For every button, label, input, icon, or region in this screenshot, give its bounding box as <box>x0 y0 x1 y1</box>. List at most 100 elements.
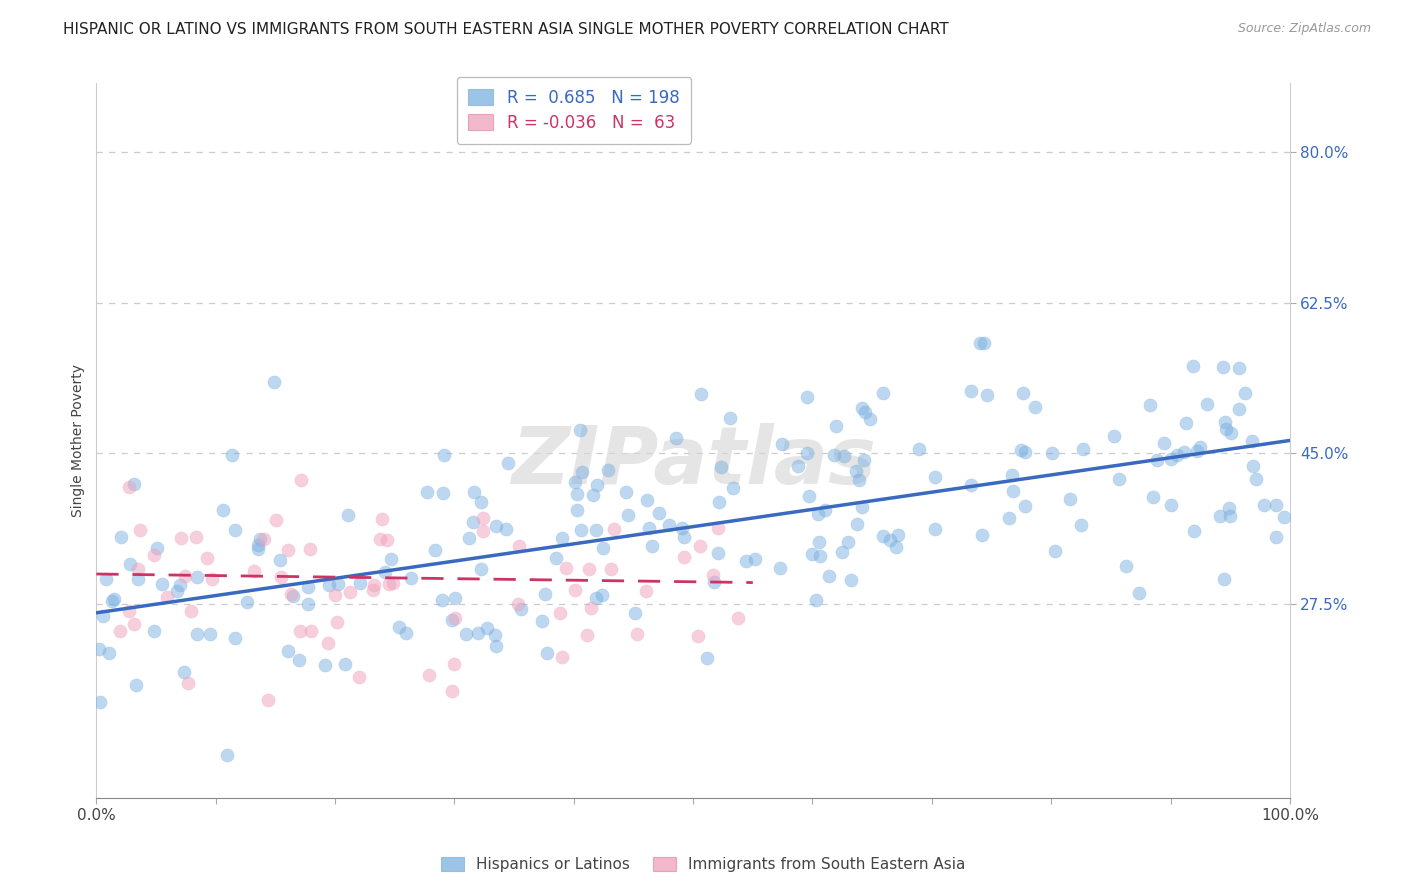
Point <box>602 522 624 536</box>
Point <box>1253 498 1275 512</box>
Point <box>536 646 558 660</box>
Point <box>1219 508 1241 523</box>
Point <box>458 531 481 545</box>
Point <box>399 571 422 585</box>
Point <box>1272 509 1295 524</box>
Point <box>1227 361 1250 376</box>
Text: ZIPatlas: ZIPatlas <box>510 423 876 501</box>
Point <box>169 578 191 592</box>
Point <box>470 494 492 508</box>
Point <box>887 527 910 541</box>
Point <box>1014 445 1036 459</box>
Point <box>626 627 648 641</box>
Point <box>318 578 340 592</box>
Point <box>325 589 347 603</box>
Point <box>416 484 439 499</box>
Point <box>907 442 929 457</box>
Point <box>339 584 361 599</box>
Point <box>924 470 946 484</box>
Point <box>551 649 574 664</box>
Point <box>122 617 145 632</box>
Point <box>831 545 853 559</box>
Point <box>638 521 661 535</box>
Point <box>592 541 614 555</box>
Point <box>1071 442 1094 456</box>
Point <box>277 543 299 558</box>
Point <box>142 624 165 638</box>
Point <box>195 551 218 566</box>
Point <box>1209 508 1232 523</box>
Point <box>314 658 336 673</box>
Point <box>1045 544 1067 558</box>
Point <box>257 692 280 706</box>
Point <box>585 523 607 537</box>
Point <box>702 568 724 582</box>
Point <box>211 503 233 517</box>
Point <box>297 580 319 594</box>
Point <box>1227 401 1250 416</box>
Point <box>166 584 188 599</box>
Point <box>1241 434 1264 448</box>
Point <box>672 549 695 564</box>
Point <box>879 533 901 548</box>
Point <box>703 575 725 590</box>
Point <box>463 485 485 500</box>
Point <box>1001 468 1024 483</box>
Point <box>395 626 418 640</box>
Point <box>585 591 607 605</box>
Point <box>243 565 266 579</box>
Point <box>832 449 855 463</box>
Point <box>299 624 322 639</box>
Text: HISPANIC OR LATINO VS IMMIGRANTS FROM SOUTH EASTERN ASIA SINGLE MOTHER POVERTY C: HISPANIC OR LATINO VS IMMIGRANTS FROM SO… <box>63 22 949 37</box>
Point <box>614 485 637 500</box>
Point <box>146 541 169 555</box>
Point <box>470 562 492 576</box>
Point <box>1059 491 1081 506</box>
Point <box>1142 490 1164 504</box>
Point <box>1002 484 1025 499</box>
Point <box>571 465 593 479</box>
Point <box>388 620 411 634</box>
Point <box>599 562 621 576</box>
Point <box>707 521 730 535</box>
Point <box>796 446 818 460</box>
Point <box>326 577 349 591</box>
Point <box>546 550 568 565</box>
Point <box>110 530 132 544</box>
Point <box>1040 446 1063 460</box>
Point <box>349 576 371 591</box>
Point <box>375 533 398 548</box>
Point <box>787 459 810 474</box>
Point <box>87 642 110 657</box>
Point <box>506 597 529 611</box>
Point <box>461 515 484 529</box>
Point <box>1215 415 1237 429</box>
Point <box>1182 524 1205 538</box>
Point <box>1024 400 1046 414</box>
Point <box>485 639 508 653</box>
Point <box>150 577 173 591</box>
Point <box>97 646 120 660</box>
Point <box>696 650 718 665</box>
Point <box>718 411 741 425</box>
Point <box>839 574 862 588</box>
Point <box>127 573 149 587</box>
Point <box>1174 416 1197 430</box>
Point <box>252 532 274 546</box>
Point <box>924 522 946 536</box>
Point <box>554 561 576 575</box>
Point <box>177 676 200 690</box>
Point <box>224 631 246 645</box>
Point <box>215 747 238 762</box>
Point <box>727 611 749 625</box>
Point <box>1241 458 1264 473</box>
Point <box>959 384 981 398</box>
Point <box>1070 517 1092 532</box>
Point <box>851 401 873 416</box>
Point <box>432 486 454 500</box>
Point <box>592 588 614 602</box>
Point <box>108 624 131 638</box>
Point <box>509 601 531 615</box>
Point <box>368 532 391 546</box>
Point <box>848 474 870 488</box>
